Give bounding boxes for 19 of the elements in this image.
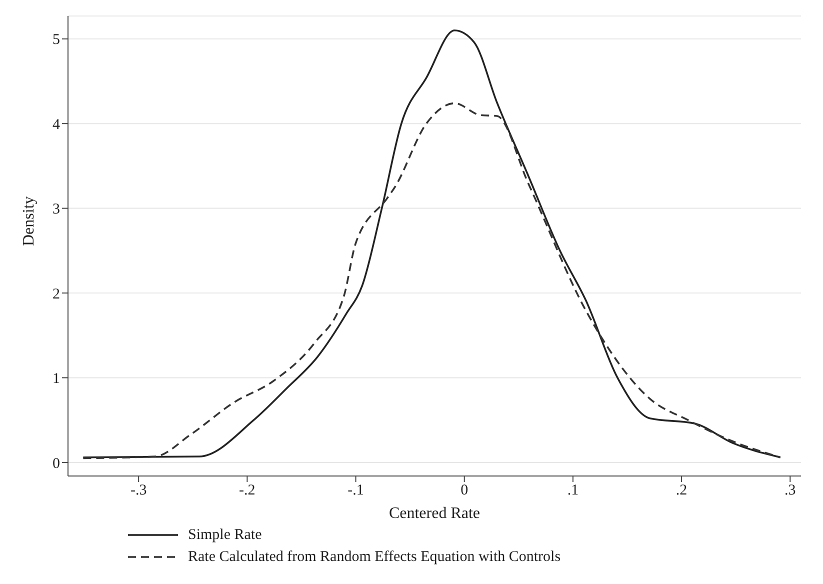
x-tick-label: 0 (460, 482, 468, 499)
line-series (82, 102, 782, 460)
x-axis-title: Centered Rate (388, 505, 480, 522)
y-tick-label: 0 (52, 456, 60, 472)
legend-label: Simple Rate (188, 526, 262, 545)
y-tick-label: 4 (52, 116, 60, 133)
x-tick-label: -.2 (239, 482, 256, 499)
x-tick-label: .3 (784, 482, 796, 499)
x-tick-label: .2 (676, 482, 688, 499)
y-tick-label: 3 (52, 202, 60, 218)
line-series (82, 30, 782, 458)
y-tick-label: 2 (52, 286, 60, 302)
x-tick-label: .1 (567, 482, 579, 499)
x-tick-label: -.1 (348, 482, 364, 499)
y-tick-label: 1 (52, 371, 60, 388)
x-tick-label: -.3 (130, 482, 147, 499)
y-axis-title: Density (20, 196, 38, 246)
legend-label: Rate Calculated from Random Effects Equation with Controls (188, 548, 561, 567)
y-tick-label: 5 (52, 32, 60, 48)
